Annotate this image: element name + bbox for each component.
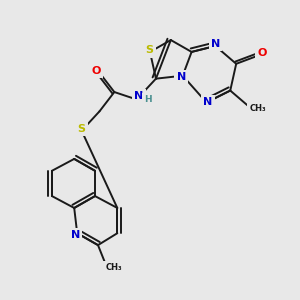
Text: N: N bbox=[134, 91, 144, 101]
Text: S: S bbox=[78, 124, 86, 134]
Text: N: N bbox=[71, 230, 80, 240]
Text: CH₃: CH₃ bbox=[249, 104, 266, 113]
Text: O: O bbox=[92, 66, 101, 76]
Text: O: O bbox=[257, 48, 267, 58]
Text: N: N bbox=[177, 72, 186, 82]
Text: H: H bbox=[144, 95, 152, 104]
Text: N: N bbox=[211, 39, 220, 49]
Text: CH₃: CH₃ bbox=[105, 263, 122, 272]
Text: S: S bbox=[146, 45, 153, 56]
Text: N: N bbox=[203, 98, 213, 107]
